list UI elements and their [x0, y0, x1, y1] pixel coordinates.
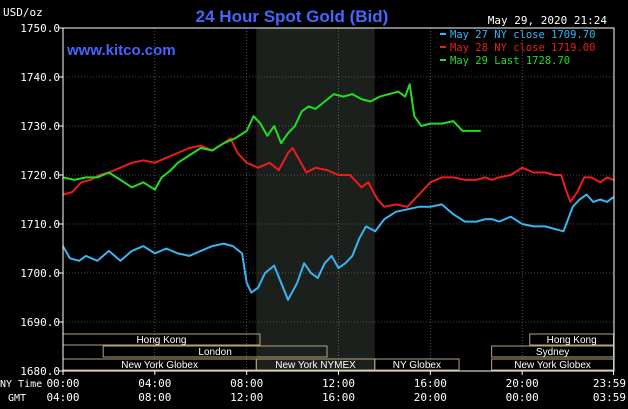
market-box	[374, 358, 460, 371]
market-session: London	[102, 345, 328, 358]
market-session: NY Globex	[374, 358, 460, 371]
market-sessions: Hong Kong Hong Kong London Sydney New York G…	[62, 333, 615, 371]
x-axis-ticks: 00:0004:0004:0008:0008:0012:0012:0016:00…	[46, 371, 626, 404]
gmt-label: GMT	[8, 393, 26, 404]
timestamp: May 29, 2020 21:24	[488, 14, 608, 27]
x-tick-label-gmt: 16:00	[322, 391, 355, 404]
series-lines	[62, 83, 615, 301]
legend-item: May 29 Last 1728.70	[440, 55, 570, 67]
x-tick-label-gmt: 12:00	[230, 391, 263, 404]
y-tick-label: 1690.0	[20, 316, 60, 329]
legend-item: May 28 NY close 1719.00	[440, 42, 595, 54]
market-label: New York Globex	[121, 360, 198, 371]
y-tick-label: 1750.0	[20, 22, 60, 35]
x-tick-label-gmt: 00:00	[506, 391, 539, 404]
x-tick-label-ny: 16:00	[414, 377, 447, 390]
nymex-shade-region	[256, 28, 375, 371]
market-box	[102, 345, 328, 358]
y-unit-label: USD/oz	[3, 6, 43, 19]
legend-label: May 29 Last 1728.70	[450, 55, 570, 67]
x-tick-label-ny: 12:00	[322, 377, 355, 390]
market-label: London	[198, 347, 231, 358]
market-label: New York Globex	[514, 360, 591, 371]
market-label: Hong Kong	[136, 335, 186, 346]
site-label: www.kitco.com	[66, 42, 176, 59]
market-label: Sydney	[536, 347, 569, 358]
legend-label: May 28 NY close 1719.00	[450, 42, 595, 54]
chart-title: 24 Hour Spot Gold (Bid)	[196, 7, 389, 26]
y-axis-ticks: 1750.0 1740.0 1730.0 1720.0 1710.0 1700.0 1690…	[20, 22, 63, 378]
market-label: New York NYMEX	[275, 360, 356, 371]
x-tick-label-ny: 23:59	[593, 377, 626, 390]
y-tick-label: 1680.0	[20, 365, 60, 378]
series-line-1	[62, 137, 614, 208]
series-line-2	[62, 83, 481, 191]
shade-rect	[256, 28, 375, 371]
y-tick-label: 1740.0	[20, 71, 60, 84]
x-tick-label-ny: 08:00	[230, 377, 263, 390]
x-tick-label-gmt: 20:00	[414, 391, 447, 404]
x-tick-label-ny: 00:00	[46, 377, 79, 390]
x-tick-label-ny: 20:00	[506, 377, 539, 390]
legend-item: May 27 NY close 1709.70	[440, 29, 595, 41]
ny-time-label: NY Time	[0, 379, 42, 390]
y-tick-label: 1720.0	[20, 169, 60, 182]
x-tick-label-gmt: 08:00	[138, 391, 171, 404]
x-tick-label-ny: 04:00	[138, 377, 171, 390]
x-tick-label-gmt: 04:00	[46, 391, 79, 404]
x-tick-label-gmt: 03:59	[593, 391, 626, 404]
y-tick-label: 1710.0	[20, 218, 60, 231]
legend-label: May 27 NY close 1709.70	[450, 29, 595, 41]
market-label: NY Globex	[393, 360, 441, 371]
series-line-0	[62, 193, 615, 301]
market-label: Hong Kong	[547, 335, 597, 346]
y-tick-label: 1700.0	[20, 267, 60, 280]
y-tick-label: 1730.0	[20, 120, 60, 133]
